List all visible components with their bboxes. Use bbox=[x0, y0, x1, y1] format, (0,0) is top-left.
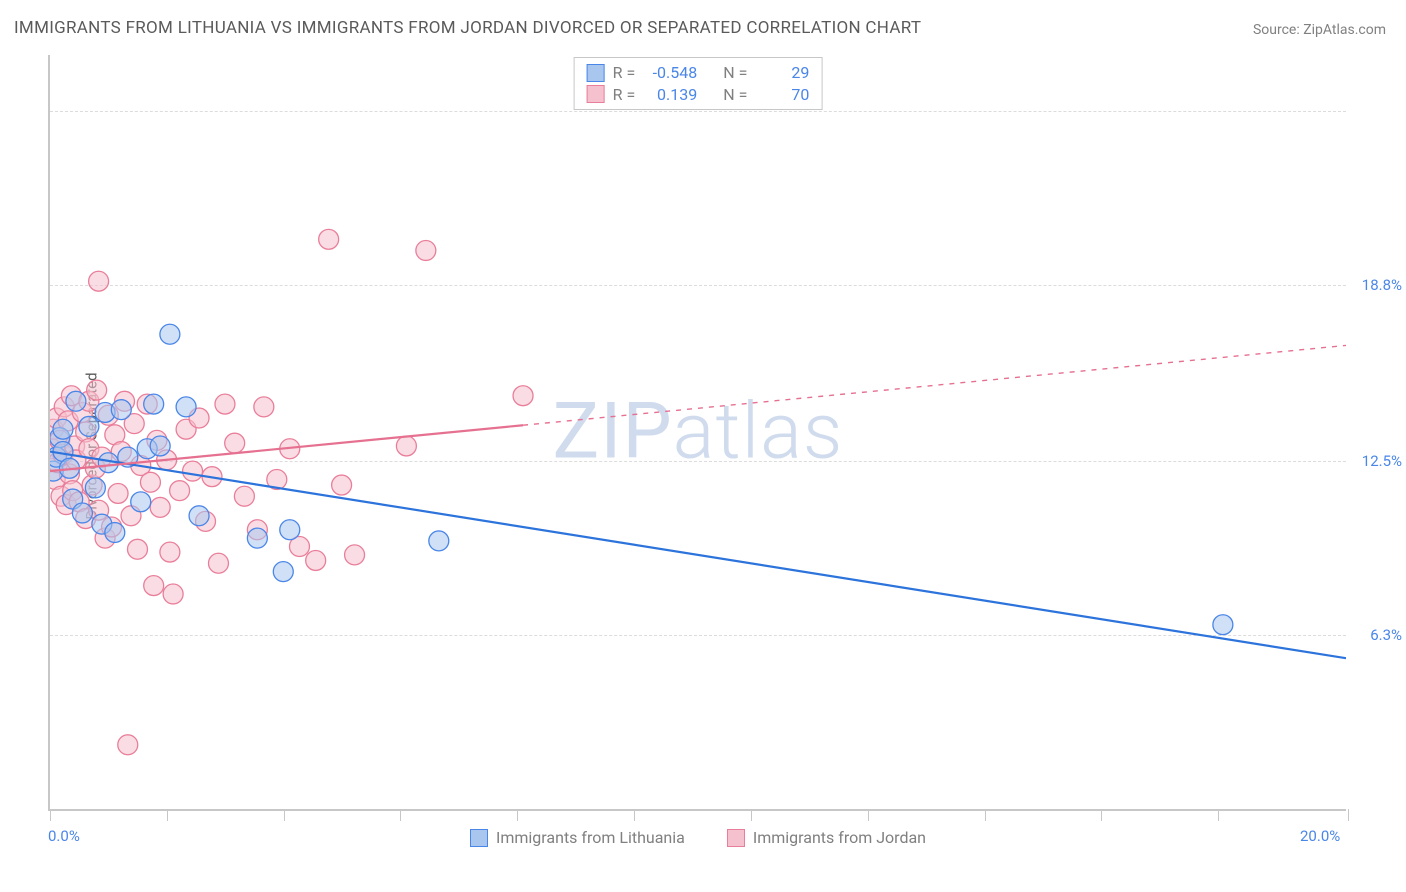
scatter-point bbox=[176, 397, 196, 417]
legend-label: Immigrants from Lithuania bbox=[496, 828, 685, 847]
scatter-point bbox=[144, 576, 164, 596]
scatter-point bbox=[215, 394, 235, 414]
scatter-point bbox=[345, 545, 365, 565]
swatch-icon bbox=[587, 85, 605, 103]
swatch-icon bbox=[470, 829, 488, 847]
scatter-point bbox=[513, 386, 533, 406]
scatter-point bbox=[273, 562, 293, 582]
x-tick-label: 0.0% bbox=[48, 827, 80, 845]
scatter-point bbox=[332, 475, 352, 495]
stat-r-value: 0.139 bbox=[643, 84, 697, 106]
stat-r-value: -0.548 bbox=[643, 62, 697, 84]
scatter-point bbox=[66, 391, 86, 411]
x-tick-mark bbox=[1218, 809, 1219, 821]
scatter-point bbox=[163, 584, 183, 604]
x-tick-mark bbox=[284, 809, 285, 821]
x-tick-mark bbox=[1348, 809, 1349, 821]
scatter-point bbox=[247, 528, 267, 548]
scatter-point bbox=[108, 483, 128, 503]
scatter-point bbox=[234, 486, 254, 506]
legend-item-lithuania: Immigrants from Lithuania bbox=[470, 828, 685, 847]
scatter-point bbox=[118, 735, 138, 755]
scatter-point bbox=[85, 478, 105, 498]
scatter-point bbox=[127, 539, 147, 559]
scatter-point bbox=[319, 229, 339, 249]
scatter-point bbox=[1213, 615, 1233, 635]
scatter-point bbox=[105, 523, 125, 543]
scatter-point bbox=[208, 553, 228, 573]
x-tick-mark bbox=[50, 809, 51, 821]
x-tick-mark bbox=[985, 809, 986, 821]
swatch-icon bbox=[727, 829, 745, 847]
scatter-point bbox=[72, 503, 92, 523]
stat-n-label: N = bbox=[723, 84, 747, 106]
scatter-point bbox=[183, 461, 203, 481]
scatter-point bbox=[140, 472, 160, 492]
scatter-plot-svg bbox=[50, 55, 1346, 809]
scatter-point bbox=[160, 324, 180, 344]
y-tick-label: 18.8% bbox=[1362, 276, 1402, 294]
swatch-icon bbox=[587, 64, 605, 82]
scatter-point bbox=[150, 436, 170, 456]
stat-n-label: N = bbox=[723, 62, 747, 84]
scatter-point bbox=[170, 481, 190, 501]
legend: Immigrants from Lithuania Immigrants fro… bbox=[470, 828, 926, 847]
chart-title: IMMIGRANTS FROM LITHUANIA VS IMMIGRANTS … bbox=[14, 18, 921, 38]
legend-item-jordan: Immigrants from Jordan bbox=[727, 828, 926, 847]
stat-n-value: 70 bbox=[755, 84, 809, 106]
legend-label: Immigrants from Jordan bbox=[753, 828, 926, 847]
x-tick-mark bbox=[1101, 809, 1102, 821]
scatter-point bbox=[225, 433, 245, 453]
stat-r-label: R = bbox=[613, 62, 636, 84]
y-tick-label: 12.5% bbox=[1362, 452, 1402, 470]
stat-r-label: R = bbox=[613, 84, 636, 106]
scatter-point bbox=[280, 520, 300, 540]
scatter-point bbox=[79, 416, 99, 436]
stats-row-lithuania: R = -0.548 N = 29 bbox=[587, 62, 810, 84]
scatter-point bbox=[416, 241, 436, 261]
regression-line bbox=[50, 452, 1346, 659]
scatter-point bbox=[396, 436, 416, 456]
stat-n-value: 29 bbox=[755, 62, 809, 84]
scatter-point bbox=[150, 497, 170, 517]
x-tick-label: 20.0% bbox=[1300, 827, 1340, 845]
scatter-point bbox=[189, 506, 209, 526]
scatter-point bbox=[429, 531, 449, 551]
scatter-point bbox=[254, 397, 274, 417]
x-tick-mark bbox=[634, 809, 635, 821]
scatter-point bbox=[160, 542, 180, 562]
scatter-point bbox=[144, 394, 164, 414]
scatter-point bbox=[89, 271, 109, 291]
x-tick-mark bbox=[751, 809, 752, 821]
y-tick-label: 6.3% bbox=[1370, 626, 1402, 644]
chart-plot-area: ZIPatlas R = -0.548 N = 29 R = 0.139 N =… bbox=[48, 55, 1346, 811]
source-citation: Source: ZipAtlas.com bbox=[1253, 22, 1386, 38]
x-tick-mark bbox=[868, 809, 869, 821]
scatter-point bbox=[306, 550, 326, 570]
x-tick-mark bbox=[400, 809, 401, 821]
scatter-point bbox=[53, 419, 73, 439]
x-tick-mark bbox=[517, 809, 518, 821]
regression-line-extrapolated bbox=[523, 345, 1346, 425]
x-tick-mark bbox=[167, 809, 168, 821]
scatter-point bbox=[87, 380, 107, 400]
correlation-stats-box: R = -0.548 N = 29 R = 0.139 N = 70 bbox=[574, 57, 823, 110]
scatter-point bbox=[131, 492, 151, 512]
scatter-point bbox=[111, 400, 131, 420]
stats-row-jordan: R = 0.139 N = 70 bbox=[587, 84, 810, 106]
